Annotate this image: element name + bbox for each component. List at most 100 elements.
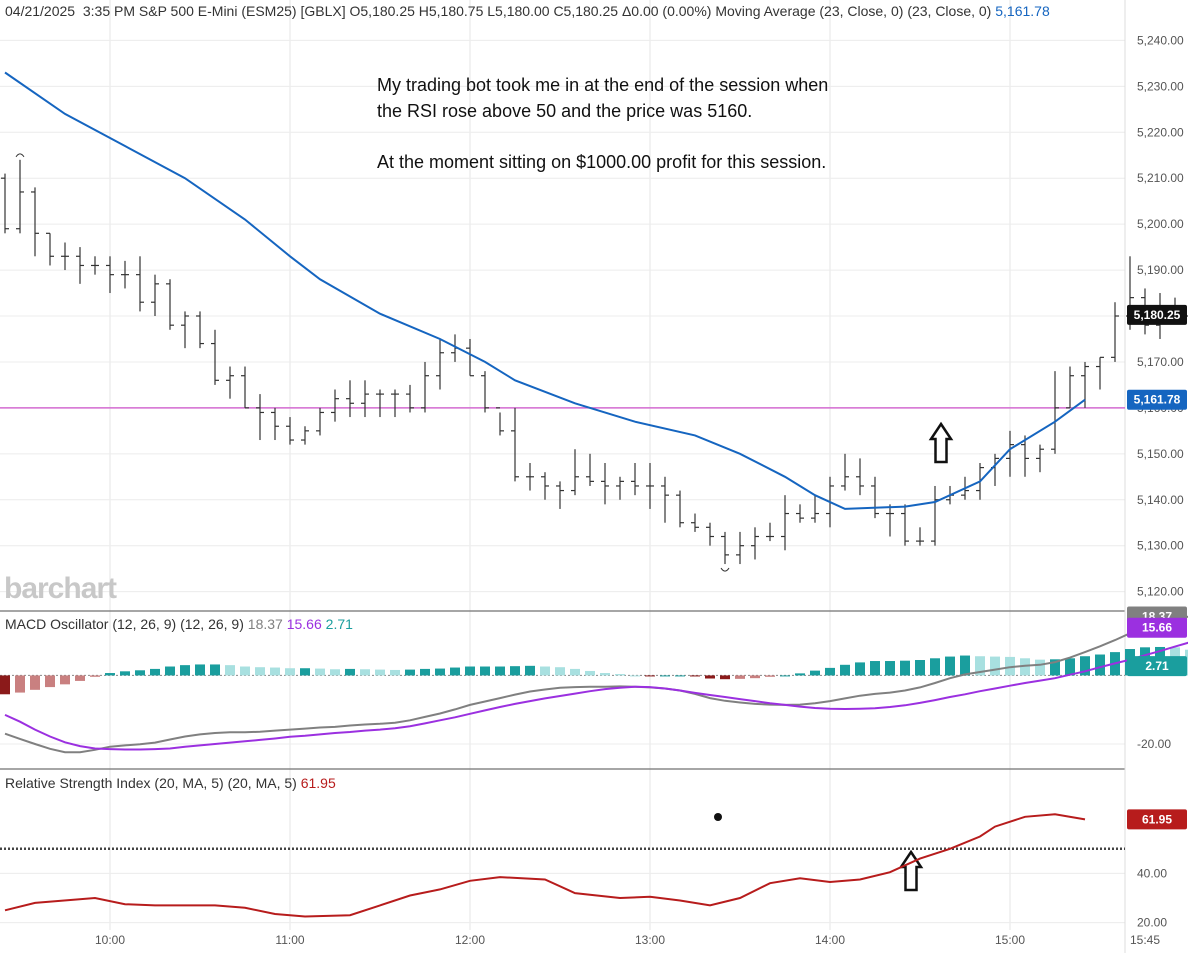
ohlc-bar <box>511 407 519 482</box>
ohlc-bar <box>106 256 114 294</box>
macd-histogram-bar <box>480 666 490 676</box>
macd-histogram-bar <box>780 675 790 677</box>
macd-histogram-bar <box>900 660 910 676</box>
ohlc-bar <box>376 389 384 418</box>
ohlc-bar <box>556 481 564 509</box>
time-axis-tick-label: 13:00 <box>635 933 665 947</box>
ohlc-bar <box>301 426 309 445</box>
time-axis-tick-label: 15:45 <box>1130 933 1160 947</box>
macd-histogram-bar <box>135 670 145 676</box>
macd-histogram-bar <box>810 670 820 676</box>
macd-histogram-bar <box>870 661 880 676</box>
macd-histogram-bar <box>555 667 565 676</box>
ohlc-bar <box>241 366 249 409</box>
price-axis-tick-label: 5,240.00 <box>1137 33 1184 47</box>
ohlc-bar <box>916 527 924 546</box>
time-axis-tick-label: 15:00 <box>995 933 1025 947</box>
rsi-title: Relative Strength Index (20, MA, 5) <box>5 775 224 791</box>
ohlc-bar <box>661 476 669 523</box>
ohlc-bar <box>316 407 324 436</box>
macd-histogram-bar <box>540 666 550 676</box>
rsi-value: 61.95 <box>300 775 336 791</box>
macd-histogram-bar <box>990 656 1000 676</box>
header-date: 04/21/2025 <box>5 3 76 19</box>
ohlc-bar <box>1 173 9 234</box>
macd-histogram-bar <box>180 665 190 676</box>
macd-histogram-bar <box>15 675 25 693</box>
ohlc-bar <box>1021 435 1029 477</box>
price-axis-tick-label: 5,170.00 <box>1137 355 1184 369</box>
ohlc-bar <box>436 338 444 390</box>
macd-histogram-bar <box>345 668 355 676</box>
ohlc-bar <box>856 458 864 496</box>
macd-histogram-bar <box>570 668 580 676</box>
rsi-value-tag-bg <box>1127 809 1187 830</box>
macd-histogram-bar <box>525 665 535 676</box>
ohlc-bar <box>796 504 804 523</box>
rsi-line <box>4 813 1086 918</box>
header-instrument[interactable]: S&P 500 E-Mini (ESM25) [GBLX] <box>138 3 346 19</box>
header-time: 3:35 PM <box>82 3 135 19</box>
ohlc-bar <box>991 453 999 486</box>
header-ma-label[interactable]: Moving Average (23, Close, 0) <box>715 3 904 19</box>
macd-histogram-bar <box>1035 659 1045 676</box>
macd-histogram-bar <box>825 667 835 676</box>
ohlc-bar <box>631 463 639 496</box>
ohlc-bar <box>196 311 204 349</box>
macd-histogram-bar <box>795 673 805 676</box>
macd-histogram-bar <box>75 675 85 681</box>
ohlc-bar <box>721 531 729 565</box>
ohlc-bar <box>406 384 414 413</box>
last-price-tag: 5,180.25 <box>1134 308 1181 322</box>
ohlc-bar <box>1036 444 1044 473</box>
macd-histogram-bar <box>390 669 400 676</box>
macd-histogram-bar <box>1095 654 1105 676</box>
price-axis-tick-label: 5,150.00 <box>1137 447 1184 461</box>
macd-panel-title[interactable]: MACD Oscillator (12, 26, 9) (12, 26, 9) … <box>5 616 353 632</box>
macd-histogram-bar <box>420 668 430 676</box>
macd-histogram-bar <box>615 674 625 676</box>
time-axis-tick-label: 11:00 <box>275 933 304 947</box>
macd-histogram-bar <box>750 675 760 679</box>
macd-histogram-bar <box>120 671 130 676</box>
ohlc-bar <box>1051 371 1059 454</box>
ohlc-bar <box>496 407 504 436</box>
session-high-marker <box>15 153 25 158</box>
entry-arrow-price <box>928 421 954 464</box>
ohlc-bar <box>466 338 474 377</box>
macd-histogram-bar <box>300 668 310 676</box>
macd-value-2: 15.66 <box>286 616 322 632</box>
macd-histogram-bar <box>255 667 265 676</box>
ohlc-bar <box>691 513 699 532</box>
macd-histogram-bar <box>330 669 340 676</box>
header-ohlc: O5,180.25 H5,180.75 L5,180.00 C5,180.25 … <box>349 3 712 19</box>
price-axis-tick-label: 5,200.00 <box>1137 217 1184 231</box>
ohlc-bar <box>151 274 159 316</box>
price-axis-tick-label: 5,130.00 <box>1137 539 1184 553</box>
ohlc-bar <box>16 159 24 234</box>
macd-histogram-tag: 2.71 <box>1145 659 1169 673</box>
price-axis-tick-label: 5,120.00 <box>1137 585 1184 599</box>
price-axis-tick-label: 5,220.00 <box>1137 125 1184 139</box>
macd-histogram-bar <box>1050 659 1060 676</box>
ohlc-bar <box>421 361 429 413</box>
macd-histogram-bar <box>225 665 235 676</box>
macd-histogram-bar <box>765 675 775 677</box>
macd-histogram-bar <box>885 661 895 676</box>
rsi-panel-title[interactable]: Relative Strength Index (20, MA, 5) (20,… <box>5 775 336 791</box>
time-axis-tick-label: 12:00 <box>455 933 485 947</box>
ohlc-bar <box>181 311 189 349</box>
ohlc-bar <box>526 463 534 491</box>
macd-histogram-bar <box>435 668 445 676</box>
macd-signal-tag: 15.66 <box>1142 621 1172 635</box>
ohlc-bar <box>31 187 39 257</box>
macd-histogram-bar <box>150 668 160 676</box>
macd-histogram-bar <box>210 664 220 676</box>
macd-histogram-bar <box>630 675 640 677</box>
ohlc-bar <box>646 463 654 509</box>
ohlc-bar <box>226 366 234 399</box>
macd-histogram-bar <box>0 675 10 695</box>
macd-histogram-bar <box>450 667 460 676</box>
rsi-value-tag: 61.95 <box>1142 812 1172 826</box>
